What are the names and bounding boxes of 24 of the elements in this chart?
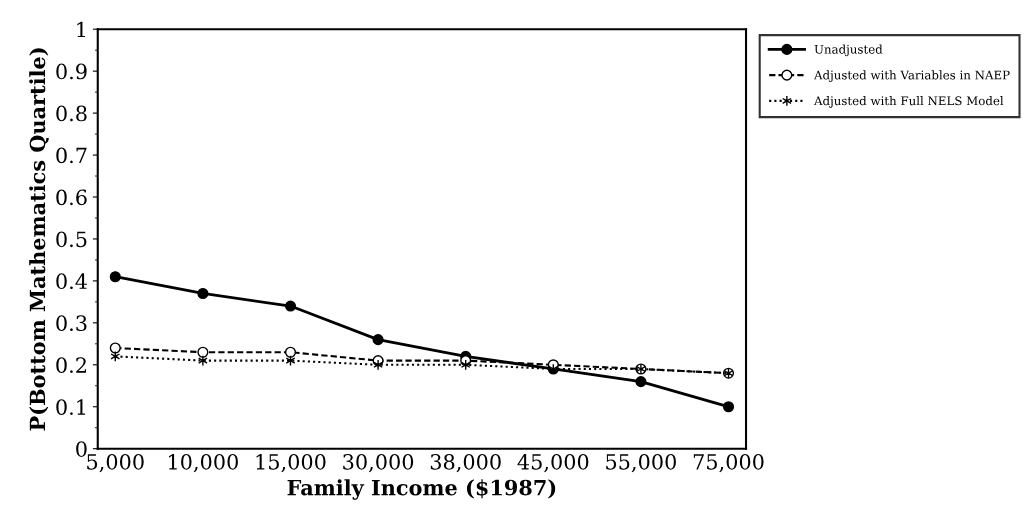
x-tick-label: 45,000 (517, 453, 589, 473)
y-tick-label: 0.4 (56, 273, 87, 290)
y-tick-label: 0.6 (56, 189, 87, 206)
y-tick-label: 0.7 (56, 147, 87, 164)
legend-label: Adjusted with Variables in NAEP (813, 70, 1010, 82)
x-tick-label: 75,000 (693, 453, 764, 473)
x-tick-label: 38,000 (430, 453, 501, 473)
legend-label: Adjusted with Full NELS Model (813, 96, 1004, 108)
y-tick-label: 1 (77, 21, 86, 38)
legend-label: Unadjusted (814, 44, 883, 57)
y-tick-label: 0.5 (56, 231, 87, 248)
y-axis-title: P(Bottom Mathematics Quartile) (29, 48, 49, 431)
x-tick-label: 30,000 (343, 453, 414, 473)
y-tick-label: 0.1 (56, 399, 86, 415)
x-tick-label: 15,000 (256, 453, 326, 473)
x-tick-label: 55,000 (606, 453, 676, 473)
y-tick-label: 0.3 (56, 315, 87, 332)
y-tick-label: 0.2 (56, 357, 86, 374)
y-tick-label: 0.9 (56, 63, 87, 80)
x-tick-label: 5,000 (87, 453, 144, 473)
x-axis-title: Family Income ($1987) (287, 479, 556, 500)
y-tick-label: 0 (76, 441, 87, 457)
y-tick-label: 0.8 (56, 105, 87, 122)
x-tick-label: 10,000 (168, 453, 238, 473)
